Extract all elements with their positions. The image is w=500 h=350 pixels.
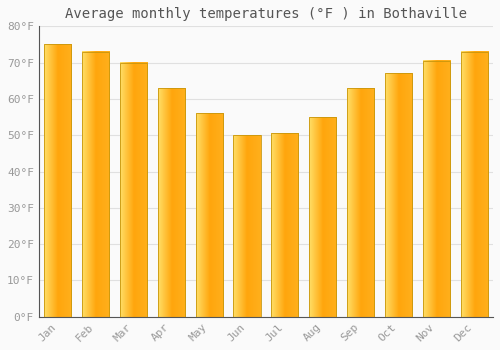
Bar	[385, 74, 412, 317]
Bar	[82, 52, 109, 317]
Bar	[347, 88, 374, 317]
Bar	[422, 61, 450, 317]
Bar	[158, 88, 185, 317]
Bar	[120, 63, 147, 317]
Bar	[271, 133, 298, 317]
Bar	[309, 117, 336, 317]
Bar	[460, 52, 488, 317]
Title: Average monthly temperatures (°F ) in Bothaville: Average monthly temperatures (°F ) in Bo…	[65, 7, 467, 21]
Bar	[196, 113, 223, 317]
Bar	[44, 44, 72, 317]
Bar	[234, 135, 260, 317]
